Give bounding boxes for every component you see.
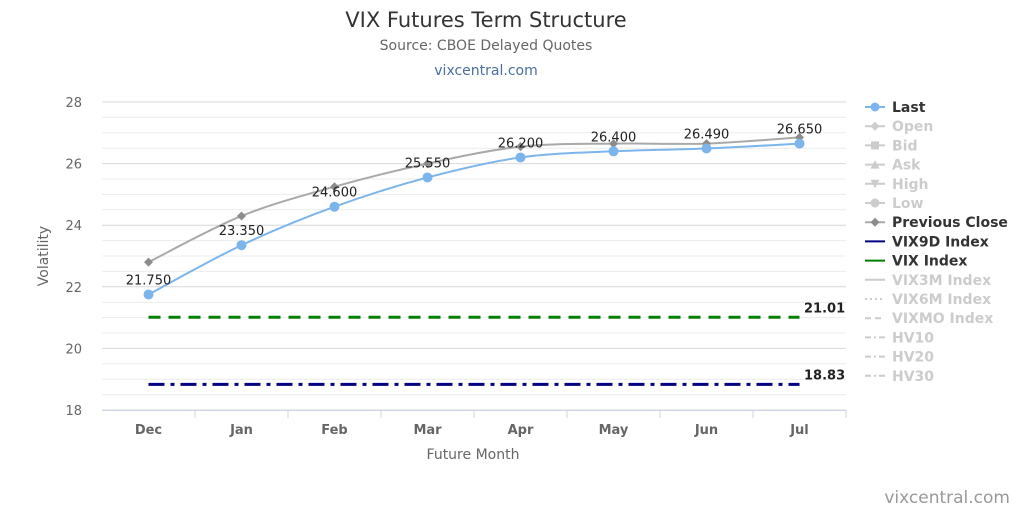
legend-item[interactable]: VIX9D Index [865,234,989,250]
data-labels: 21.750 23.350 24.600 25.550 26.200 26.400 26.4… [126,123,823,289]
legend-item[interactable]: Ask [865,158,921,174]
site-link[interactable]: vixcentral.com [434,63,538,79]
legend-label: Previous Close [892,215,1008,231]
x-tick-label: Jul [789,423,809,438]
x-tick-label: Jan [229,423,253,438]
y-tick-label: 26 [65,158,82,173]
y-tick-label: 20 [65,342,82,357]
y-tick-label: 28 [65,96,82,111]
vix-index-value-label: 21.01 [804,301,845,316]
legend-circle-marker [870,102,880,112]
legend-item[interactable]: Last [865,100,926,116]
legend-label: High [892,177,929,193]
x-axis-title: Future Month [427,447,520,463]
legend-triangle-down-marker [870,179,880,189]
last-data-label: 26.200 [498,136,544,151]
x-tick-label: Apr [508,423,534,438]
legend-label: VIXMO Index [892,311,993,327]
x-tick-label: Dec [135,423,162,438]
legend-diamond-marker [870,121,880,131]
x-axis-ticks: Dec Jan Feb Mar Apr May Jun Jul [135,410,847,438]
legend-label: Open [892,119,933,135]
legend-label: VIX6M Index [892,292,991,308]
credit-text[interactable]: vixcentral.com [884,488,1010,508]
last-point[interactable] [515,152,526,163]
legend-item[interactable]: VIX Index [865,254,967,270]
last-point[interactable] [143,289,154,300]
previous-close-point[interactable] [423,159,432,169]
series-lines [143,132,805,300]
last-data-label: 21.750 [126,274,172,289]
x-tick-label: Mar [413,423,442,438]
last-data-label: 23.350 [219,224,265,239]
legend-item[interactable]: Low [865,196,924,212]
last-data-label: 26.400 [591,130,637,145]
legend-label: Low [892,196,924,212]
legend-square-marker [871,141,879,150]
legend-label: HV30 [892,369,934,385]
y-tick-label: 18 [65,404,82,419]
x-tick-label: Jun [694,423,718,438]
legend-label: VIX Index [892,254,967,270]
legend-label: HV10 [892,330,934,346]
previous-close-point[interactable] [144,257,153,267]
last-point[interactable] [329,201,340,212]
legend-item[interactable]: High [865,177,929,193]
previous-close-point[interactable] [237,211,246,221]
legend-item[interactable]: Previous Close [865,215,1008,231]
legend-label: HV20 [892,350,934,366]
last-point[interactable] [422,172,433,183]
legend-label: VIX3M Index [892,273,991,289]
last-point[interactable] [608,146,619,157]
legend-item[interactable]: HV20 [865,350,934,366]
last-data-label: 24.600 [312,186,358,201]
legend-item[interactable]: HV30 [865,369,934,385]
legend-label: Last [892,100,926,116]
y-tick-label: 22 [65,281,82,296]
legend-label: Bid [892,138,918,154]
legend-item[interactable]: VIXMO Index [865,311,993,327]
y-axis-title: Volatility [36,226,52,286]
legend-item[interactable]: HV10 [865,330,934,346]
last-data-label: 25.550 [405,156,451,171]
last-point[interactable] [236,240,247,251]
legend-triangle-marker [870,160,880,169]
chart-subtitle: Source: CBOE Delayed Quotes [379,38,593,54]
legend-label: Ask [892,158,921,174]
reference-lines: 21.01 18.83 [148,301,845,386]
legend-circle-marker [870,198,880,208]
x-tick-label: May [599,423,629,438]
chart-title: VIX Futures Term Structure [345,8,627,32]
legend-diamond-marker [870,217,880,227]
gridlines [102,101,846,411]
vix9d-index-value-label: 18.83 [804,368,845,383]
y-axis-ticks: 18 20 22 24 26 28 [65,96,82,419]
previous-close-point[interactable] [516,142,525,152]
last-data-label: 26.650 [777,123,823,138]
y-tick-label: 24 [65,219,82,234]
legend-item[interactable]: Open [865,119,933,135]
legend-label: VIX9D Index [892,234,989,250]
previous-close-point[interactable] [609,139,618,149]
legend-item[interactable]: Bid [865,138,918,154]
last-point[interactable] [794,138,805,149]
legend-item[interactable]: VIX6M Index [865,292,991,308]
previous-close-point[interactable] [330,182,339,192]
last-point[interactable] [701,143,712,154]
legend: Last Open Bid Ask High Low Previous Close VIX9D… [865,100,1008,385]
x-tick-label: Feb [321,423,347,438]
last-data-label: 26.490 [684,128,730,143]
legend-item[interactable]: VIX3M Index [865,273,991,289]
